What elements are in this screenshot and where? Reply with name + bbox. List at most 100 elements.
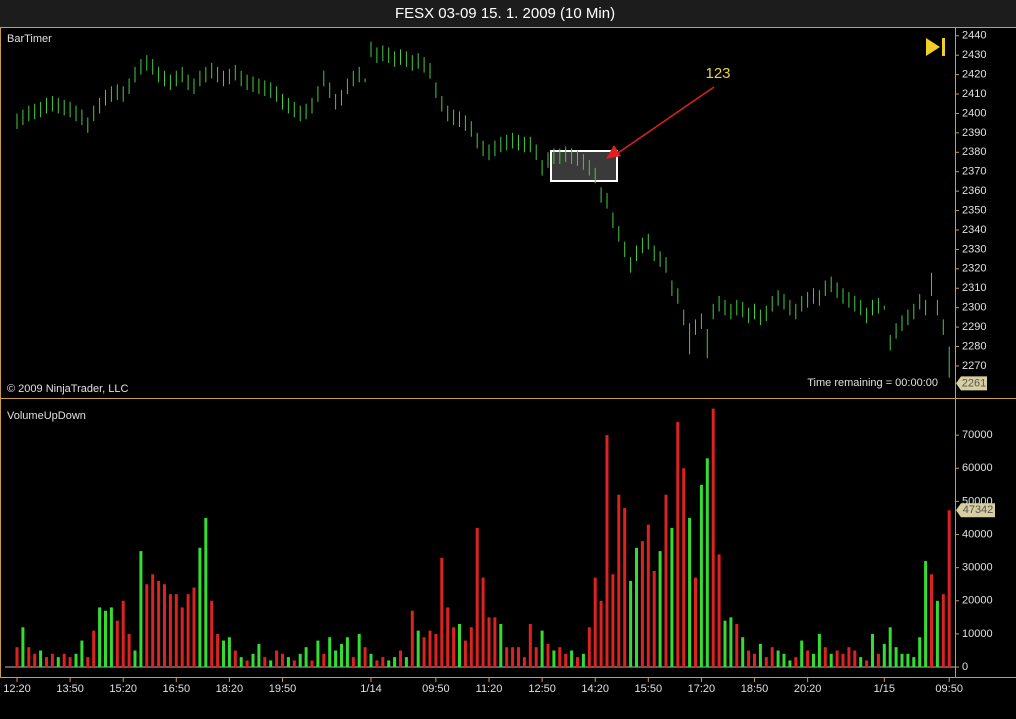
volume-bar: [416, 630, 420, 668]
volume-bar: [393, 657, 397, 668]
arrow-head: [606, 145, 621, 159]
volume-bar: [605, 435, 609, 668]
volume-bar: [322, 653, 326, 668]
volume-bar: [121, 600, 125, 668]
y-tick-label: 2370: [962, 166, 986, 178]
volume-bar: [186, 594, 190, 668]
volume-bar: [723, 620, 727, 668]
volume-bar: [222, 640, 225, 668]
price-marker: [956, 376, 987, 391]
y-tick-label: 2320: [962, 263, 986, 275]
volume-bar: [894, 647, 898, 668]
volume-bar: [68, 657, 72, 668]
volume-bar: [705, 458, 709, 668]
x-tick-label: 18:20: [216, 683, 244, 695]
volume-bar: [56, 657, 60, 668]
volume-bar: [741, 637, 745, 668]
volume-bar: [552, 650, 556, 668]
volume-bar: [133, 650, 137, 668]
volume-bar: [664, 494, 668, 668]
volume-bar: [853, 650, 857, 668]
volume-bar: [227, 637, 231, 668]
copyright: © 2009 NinjaTrader, LLC: [7, 383, 128, 395]
y-tick-label: 60000: [962, 462, 993, 474]
volume-bar: [829, 653, 833, 668]
volume-bar: [617, 494, 621, 668]
window-title: FESX 03-09 15. 1. 2009 (10 Min): [395, 5, 615, 22]
volume-bar: [145, 584, 149, 668]
volume-bar: [912, 657, 916, 668]
volume-bar: [180, 607, 184, 668]
volume-bar: [45, 657, 48, 668]
volume-bar: [871, 633, 874, 668]
volume-bar: [245, 660, 249, 668]
volume-bar: [711, 408, 715, 668]
volume-bar: [328, 637, 332, 668]
volume-bar: [717, 554, 721, 668]
volume-bar: [33, 653, 37, 668]
volume-bar: [812, 653, 815, 668]
volume-bar: [210, 600, 214, 668]
volume-bar: [576, 657, 579, 668]
volume-bar: [646, 524, 650, 668]
title-bar: [0, 0, 1016, 27]
volume-bar: [735, 623, 739, 668]
volume-bar: [570, 650, 574, 668]
volume-bar: [74, 653, 78, 668]
volume-bar: [369, 653, 373, 668]
y-tick-label: 2300: [962, 302, 986, 314]
volume-bar: [269, 660, 273, 668]
y-tick-label: 2400: [962, 107, 986, 119]
volume-bar: [198, 547, 202, 668]
volume-bar: [593, 577, 597, 668]
volume-bar: [80, 640, 84, 668]
volume-bar: [876, 653, 880, 668]
frame: [0, 27, 1016, 678]
volume-bar: [452, 627, 456, 668]
play-icon[interactable]: [926, 38, 940, 56]
volume-bar: [351, 657, 355, 668]
x-tick-label: 1/15: [874, 683, 895, 695]
volume-bar: [298, 653, 302, 668]
volume-bar: [304, 647, 308, 668]
volume-bar: [399, 650, 402, 668]
volume-bar: [104, 610, 107, 668]
volume-bar: [86, 657, 90, 668]
volume-bar: [859, 657, 863, 668]
volume-bar: [676, 421, 680, 668]
indicator-label: BarTimer: [7, 33, 52, 45]
volume-bar: [753, 653, 756, 668]
x-tick-label: 13:50: [56, 683, 84, 695]
volume-bar: [62, 653, 66, 668]
volume-bar: [823, 647, 827, 668]
x-tick-label: 12:50: [528, 683, 556, 695]
volume-bar: [163, 584, 166, 668]
volume-bar: [906, 653, 910, 668]
volume-bar: [50, 653, 54, 668]
volume-bar: [800, 640, 804, 668]
volume-bar: [375, 660, 379, 668]
volume-bar: [139, 551, 143, 668]
volume-bar: [251, 653, 255, 668]
play-icon-bar[interactable]: [942, 38, 945, 56]
volume-bar: [357, 633, 361, 668]
volume-bar: [652, 570, 656, 668]
volume-bar: [168, 594, 172, 668]
volume-bar: [564, 653, 568, 668]
volume-bar: [758, 643, 762, 668]
volume-bar: [115, 620, 119, 668]
y-tick-label: 2360: [962, 185, 986, 197]
volume-bar: [387, 660, 391, 668]
y-tick-label: 2390: [962, 127, 986, 139]
volume-bar: [540, 630, 544, 668]
y-tick-label: 30000: [962, 562, 993, 574]
volume-bar: [127, 633, 131, 668]
volume-bar: [629, 580, 633, 668]
y-tick-label: 70000: [962, 429, 993, 441]
x-tick-label: 19:50: [269, 683, 297, 695]
bar-timer-icon[interactable]: [926, 38, 945, 56]
volume-bar: [599, 600, 603, 668]
volume-bar: [699, 484, 703, 668]
y-tick-label: 2440: [962, 30, 986, 42]
volume-bar: [263, 657, 267, 668]
